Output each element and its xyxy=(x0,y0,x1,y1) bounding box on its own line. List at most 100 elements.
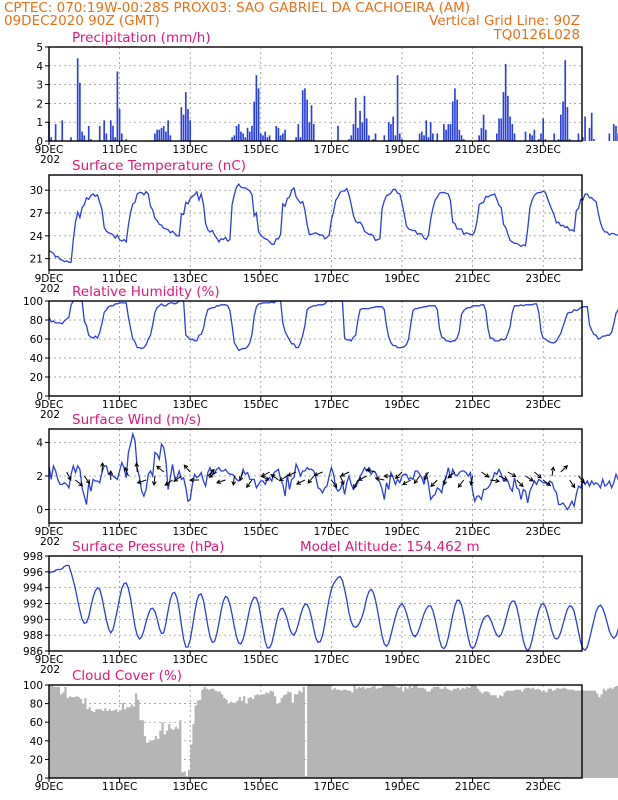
precip-bar xyxy=(87,125,90,141)
rh-xtick-label: 13DEC xyxy=(172,399,207,411)
temp-y-ticks: 21 24 27 30 xyxy=(30,185,49,266)
rh-frame xyxy=(48,300,583,397)
precip-bar xyxy=(531,135,533,141)
cloud-xtick-label: 11DEC xyxy=(102,781,137,793)
wind-arrow xyxy=(75,479,84,487)
temp-line xyxy=(48,182,618,264)
precip-bar xyxy=(54,124,57,141)
rh-ytick-label: 100 xyxy=(23,296,43,308)
precip-bar xyxy=(363,95,366,141)
precip-bar xyxy=(590,112,593,141)
precip-bar xyxy=(266,137,269,141)
panel-rh: 0 20 40 60 80 100 9DEC 11DEC 13DEC 15DEC 17DEC 19DE… xyxy=(23,284,618,421)
pressure-ytick-label: 996 xyxy=(23,567,43,579)
wind-arrow xyxy=(238,471,244,482)
wind-arrow xyxy=(374,476,385,482)
wind-arrow xyxy=(534,471,542,479)
precip-bar xyxy=(165,131,167,141)
precip-bar xyxy=(105,133,108,141)
header-run-time: 09DEC2020 90Z (GMT) xyxy=(4,13,160,29)
rh-year-stub: 202 xyxy=(40,409,60,421)
panel-precip: 0 1 2 3 4 5 9DEC 11DEC 13DEC 15DEC 17DEC 19DEC 21DEC… xyxy=(35,30,618,166)
wind-arrow xyxy=(231,475,237,486)
wind-arrow xyxy=(188,477,200,483)
cloud-xtick-label: 9DEC xyxy=(35,781,64,793)
header-grid-note: Vertical Grid Line: 90Z xyxy=(429,13,580,29)
panel-cloud: 0 20 40 60 80 100 9DEC 11DEC 13DEC 15DEC 17DEC 19DE… xyxy=(23,668,618,793)
precip-bar xyxy=(460,135,463,141)
rh-ytick-label: 80 xyxy=(30,315,43,327)
precip-bar xyxy=(306,99,308,141)
wind-arrow xyxy=(136,479,147,485)
precip-x-ticks: 9DEC 11DEC 13DEC 15DEC 17DEC 19DEC 21DEC 23DEC 2… xyxy=(35,141,561,166)
precip-bar xyxy=(372,139,375,141)
temp-ytick-label: 27 xyxy=(30,208,43,220)
precip-bar xyxy=(577,133,580,141)
panel-pressure: 986 988 990 992 994 996 998 9DEC 11DEC 13DEC 15DEC… xyxy=(23,539,618,676)
pressure-xtick-label: 13DEC xyxy=(172,654,207,666)
precip-bar xyxy=(401,139,403,141)
wind-xtick-label: 21DEC xyxy=(455,526,490,538)
temp-xtick-label: 9DEC xyxy=(35,273,64,285)
precip-bar xyxy=(396,75,399,141)
rh-xtick-label: 21DEC xyxy=(455,399,490,411)
precip-bar xyxy=(436,133,439,141)
precip-bar xyxy=(103,120,105,141)
wind-direction-arrows xyxy=(66,461,585,489)
precip-bar xyxy=(615,125,617,141)
precip-xtick-label: 21DEC xyxy=(455,144,490,156)
precip-bar xyxy=(310,105,313,141)
precip-bar xyxy=(429,122,432,141)
precip-bar xyxy=(425,120,428,141)
precip-bar xyxy=(304,88,306,141)
precip-bar xyxy=(462,139,465,141)
wind-arrow xyxy=(99,461,105,473)
precip-bar xyxy=(507,95,509,141)
temp-title: Surface Temperature (nC) xyxy=(72,158,246,174)
precip-bar xyxy=(418,133,421,141)
precip-bar xyxy=(162,125,165,141)
precip-frame xyxy=(48,46,583,142)
cloud-x-ticks: 9DEC 11DEC 13DEC 15DEC 17DEC 19DEC 21DEC 23DEC xyxy=(35,778,561,793)
precip-bar xyxy=(169,135,172,141)
precip-ytick-label: 5 xyxy=(36,42,43,54)
pressure-xtick-label: 9DEC xyxy=(35,654,64,666)
wind-arrow xyxy=(542,479,552,487)
wind-arrow xyxy=(330,479,338,489)
wind-arrow xyxy=(339,475,345,486)
pressure-xtick-label: 21DEC xyxy=(455,654,490,666)
precip-bar xyxy=(513,133,516,141)
precip-bar xyxy=(361,122,364,141)
precip-bar xyxy=(259,133,262,141)
precip-bar xyxy=(299,137,302,141)
cloud-series xyxy=(49,685,618,778)
wind-line xyxy=(48,431,618,511)
precip-bar xyxy=(423,135,425,141)
wind-arrow xyxy=(151,475,157,486)
rh-x-ticks: 9DEC 11DEC 13DEC 15DEC 17DEC 19DEC 21DEC 23DEC 2… xyxy=(35,396,561,421)
precip-bar xyxy=(114,137,117,141)
precip-bar xyxy=(365,118,368,141)
wind-arrow xyxy=(353,479,359,489)
wind-arrow xyxy=(394,471,403,480)
rh-ytick-label: 20 xyxy=(30,372,43,384)
rh-gridlines xyxy=(48,300,582,397)
precip-bar xyxy=(562,101,564,141)
precip-bar xyxy=(244,137,247,141)
temp-series xyxy=(48,182,618,264)
precip-bar xyxy=(564,60,567,141)
precip-bar xyxy=(348,139,350,141)
cloud-ytick-label: 100 xyxy=(23,680,43,692)
wind-arrow xyxy=(246,479,253,489)
rh-title: Relative Humidity (%) xyxy=(72,284,220,300)
precip-bar xyxy=(240,131,242,141)
temp-ytick-label: 24 xyxy=(30,231,44,243)
wind-ytick-label: 4 xyxy=(36,437,43,449)
precip-bar xyxy=(248,131,251,141)
wind-xtick-label: 13DEC xyxy=(172,526,207,538)
precip-xtick-label: 23DEC xyxy=(525,144,560,156)
wind-arrow xyxy=(560,465,569,473)
temp-xtick-label: 15DEC xyxy=(243,273,278,285)
rh-series xyxy=(48,300,618,352)
precip-bar xyxy=(167,120,169,141)
